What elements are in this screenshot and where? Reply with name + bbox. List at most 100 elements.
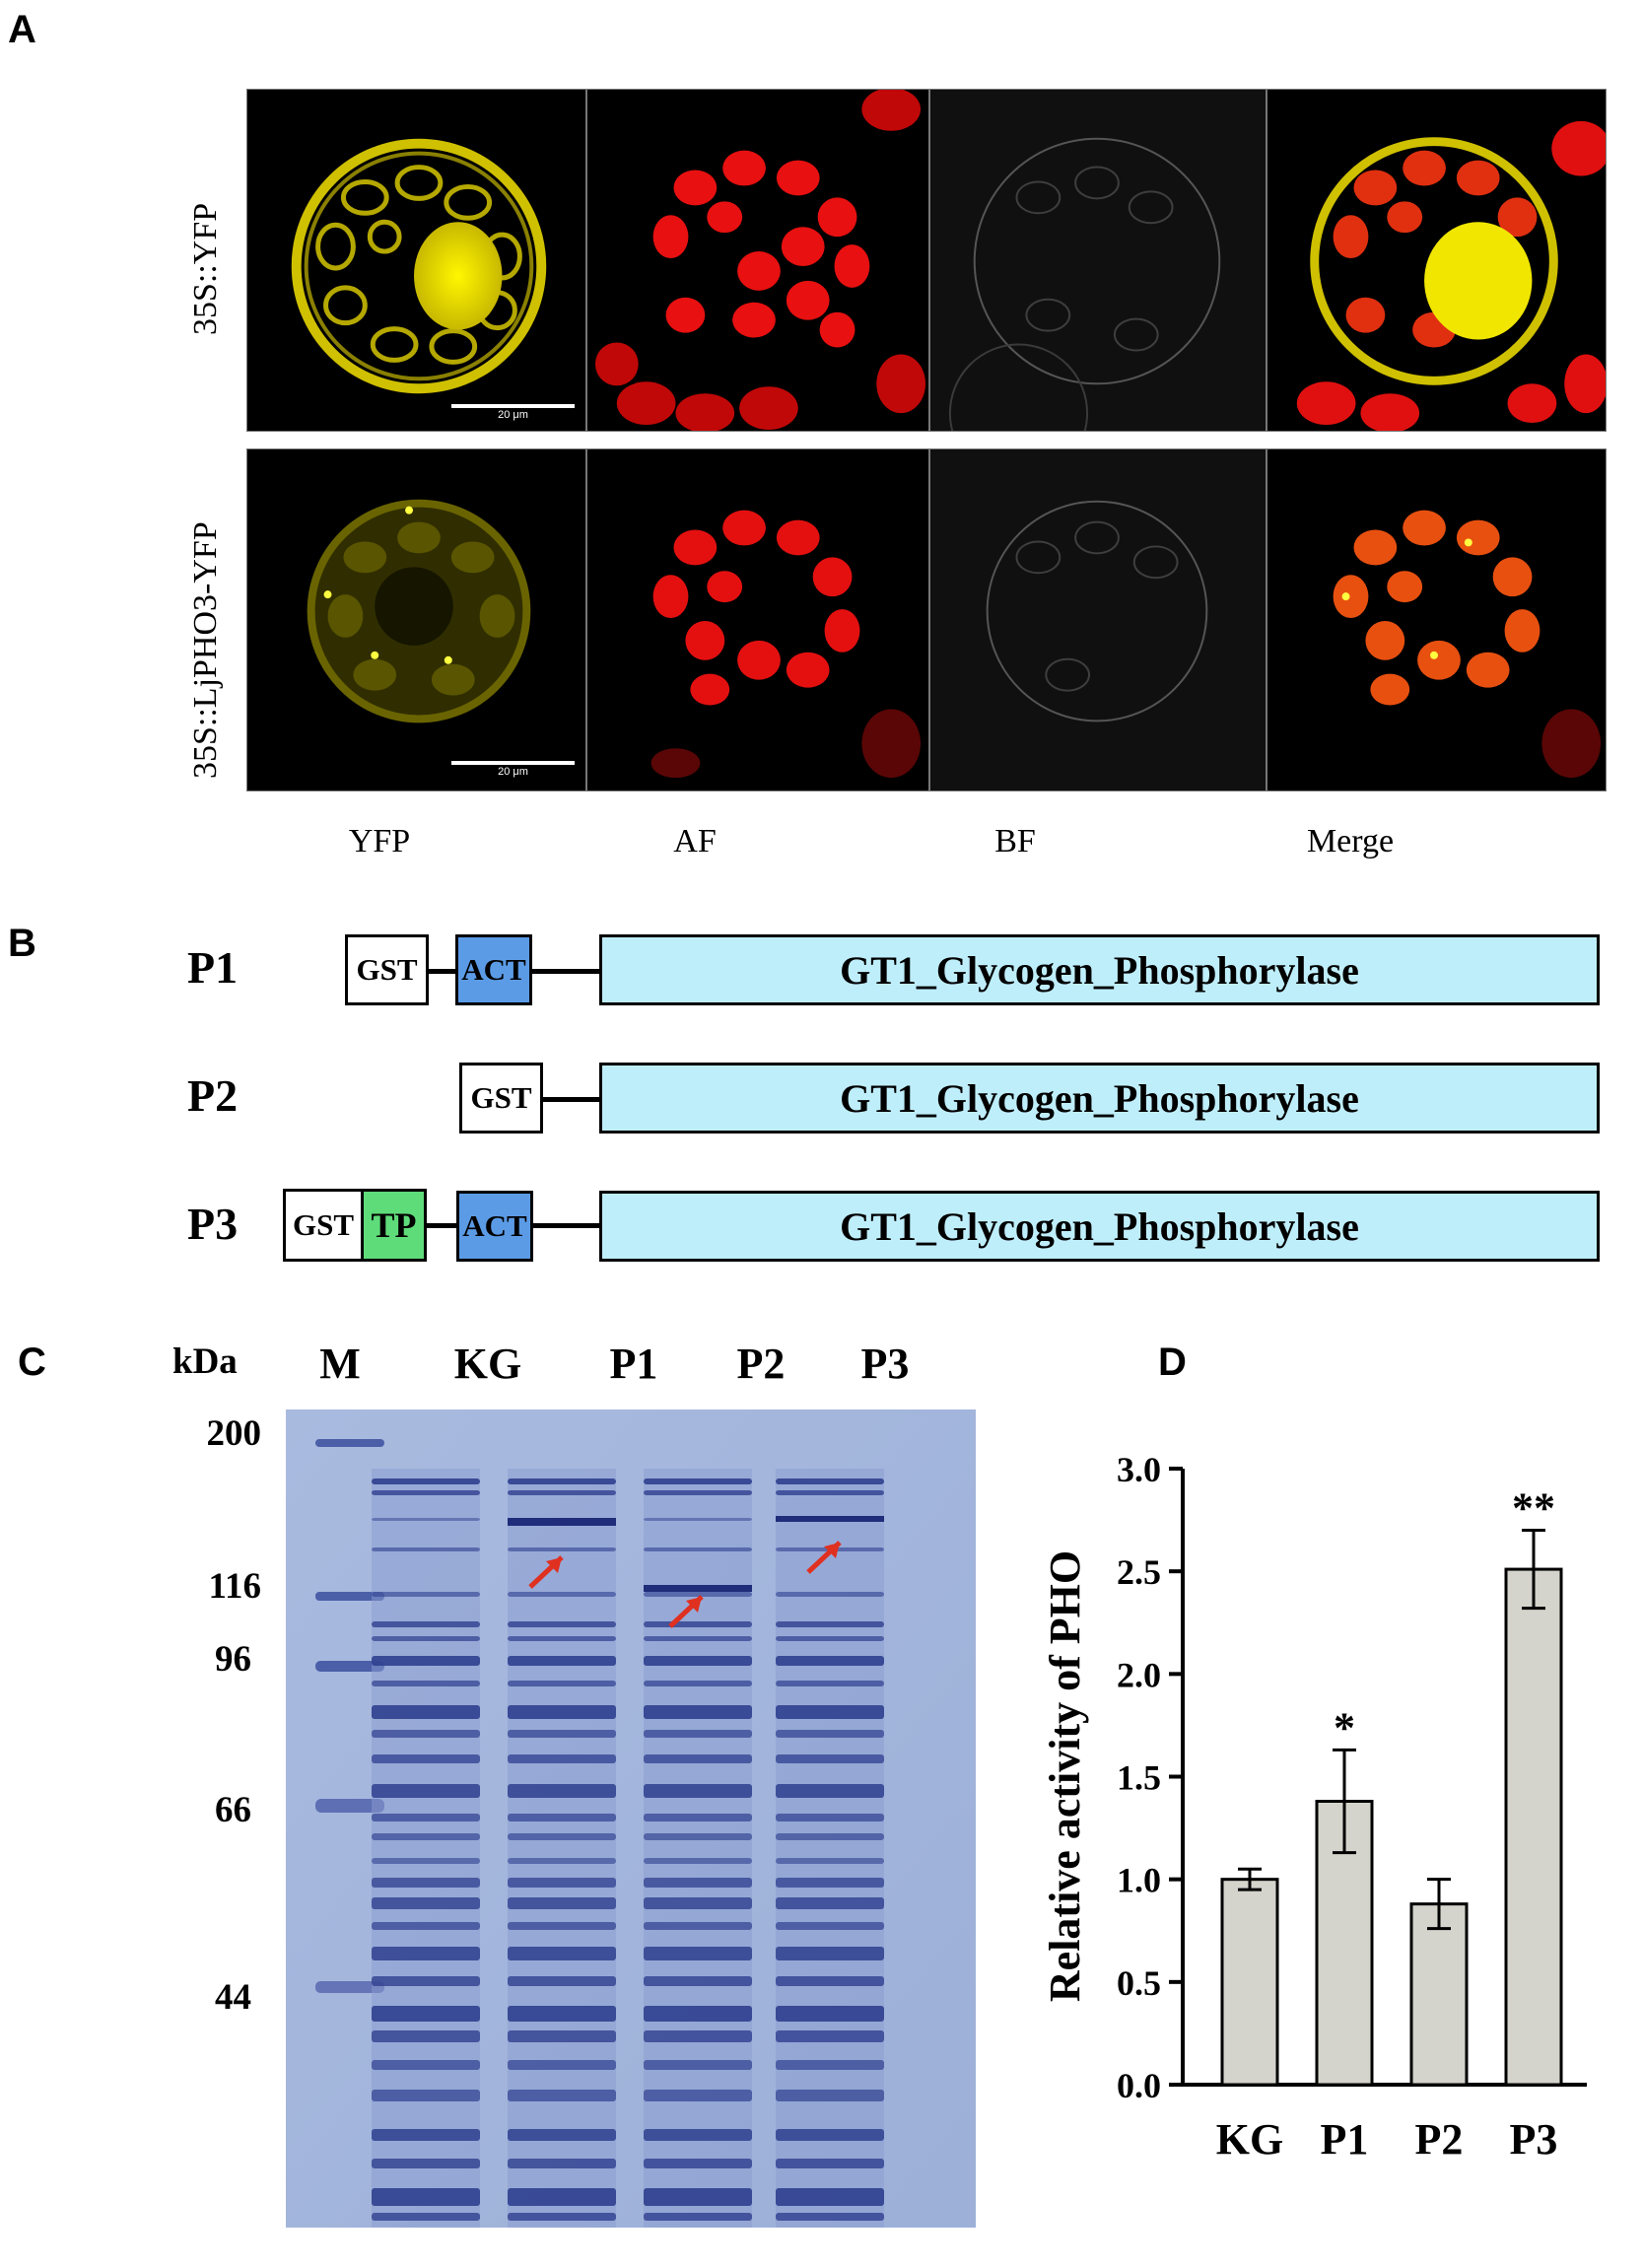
- gel-band: [372, 1681, 480, 1686]
- gel-band: [644, 1922, 752, 1930]
- gel-band: [508, 1784, 616, 1798]
- gel-band: [508, 1656, 616, 1666]
- gel-band: [372, 2213, 480, 2221]
- gel-band: [508, 2188, 616, 2206]
- gel-arrow-p3: [806, 1541, 842, 1574]
- row-label-35s-ljpho3-yfp: 35S::LjPHO3-YFP: [187, 521, 224, 779]
- gel-band: [644, 1947, 752, 1960]
- scale-bar-row2: [451, 761, 575, 765]
- gel-target-band: [776, 1516, 884, 1522]
- gel-band: [508, 1947, 616, 1960]
- gel-band: [372, 1490, 480, 1495]
- bar-kg: [1220, 1878, 1279, 2087]
- bar-p2: [1409, 1902, 1469, 2087]
- gel-band: [372, 2090, 480, 2101]
- construct-p1-linker-1: [429, 969, 455, 974]
- construct-p3-linker-1: [427, 1223, 456, 1228]
- y-tick-label: 3.0: [1117, 1450, 1161, 1489]
- gel-band: [372, 1858, 480, 1864]
- gel-target-band: [508, 1518, 616, 1526]
- gel-band: [776, 2006, 884, 2022]
- gel-band: [644, 1478, 752, 1484]
- gel-band: [372, 2030, 480, 2042]
- col-label-bf: BF: [994, 823, 1036, 859]
- gel-marker-96: 96: [215, 1639, 251, 1680]
- gel-lane-3: [776, 1469, 884, 2228]
- gel-band: [372, 1478, 480, 1484]
- gel-band: [372, 1592, 480, 1597]
- gel-band: [776, 1947, 884, 1960]
- gel-band: [776, 1621, 884, 1627]
- gel-band: [644, 2188, 752, 2206]
- gel-band: [644, 1681, 752, 1686]
- gel-lane-label-p3: P3: [860, 1340, 910, 1388]
- gel-band: [644, 1784, 752, 1798]
- gel-band: [508, 2129, 616, 2141]
- gel-lane-0: [372, 1469, 480, 2228]
- gel-band: [372, 1878, 480, 1888]
- construct-label-p1: P1: [187, 942, 239, 993]
- x-tick-label-kg: KG: [1216, 2115, 1283, 2164]
- significance-p3: **: [1512, 1484, 1555, 1533]
- gel-band: [776, 1814, 884, 1821]
- gel-band: [372, 1705, 480, 1719]
- y-axis-label: Relative activity of PHO: [1041, 1550, 1089, 2002]
- gel-band: [644, 2090, 752, 2101]
- gel-band: [644, 1592, 752, 1597]
- gel-band: [776, 1681, 884, 1686]
- gel-band: [508, 2030, 616, 2042]
- gel-target-band: [644, 1585, 752, 1592]
- y-tick-label: 0.0: [1117, 2066, 1161, 2105]
- panel-letter-c: C: [18, 1340, 46, 1384]
- gel-band: [508, 2213, 616, 2221]
- gel-band: [776, 2129, 884, 2141]
- gel-lane-label-kg: KG: [453, 1340, 522, 1388]
- construct-p3-gst: GST: [283, 1189, 364, 1262]
- gel-band: [776, 1833, 884, 1840]
- gel-lane-label-m: M: [319, 1340, 361, 1388]
- gel-marker-116: 116: [208, 1566, 261, 1607]
- gel-band: [508, 1705, 616, 1719]
- x-tick-label-p3: P3: [1510, 2115, 1558, 2164]
- x-tick-label-p2: P2: [1415, 2115, 1464, 2164]
- construct-p1-linker-2: [532, 969, 599, 974]
- gel-band: [644, 1705, 752, 1719]
- gel-band: [372, 1897, 480, 1909]
- gel-image: [286, 1409, 976, 2228]
- panel-letter-a: A: [8, 8, 36, 51]
- gel-band: [776, 2090, 884, 2101]
- gel-marker-200: 200: [206, 1413, 262, 1454]
- gel-lane-2: [644, 1469, 752, 2228]
- gel-band: [644, 1730, 752, 1738]
- micro-bf-row2: [929, 448, 1266, 791]
- gel-band: [644, 1833, 752, 1840]
- gel-band: [644, 1897, 752, 1909]
- construct-p3-act: ACT: [456, 1191, 533, 1262]
- gel-band: [508, 1592, 616, 1597]
- gel-band: [644, 2213, 752, 2221]
- micro-merge-row2: [1266, 448, 1607, 791]
- gel-band: [508, 1878, 616, 1888]
- gel-band: [372, 1730, 480, 1738]
- gel-band: [372, 2129, 480, 2141]
- gel-band: [372, 2060, 480, 2070]
- gel-band: [776, 1897, 884, 1909]
- construct-p1-act: ACT: [455, 934, 532, 1005]
- col-label-af: AF: [673, 823, 717, 859]
- gel-band: [644, 1490, 752, 1495]
- gel-band: [508, 2090, 616, 2101]
- gel-band: [372, 1976, 480, 1986]
- gel-band: [508, 1833, 616, 1840]
- gel-band: [776, 1592, 884, 1597]
- gel-band: [644, 2159, 752, 2168]
- gel-band: [644, 1858, 752, 1864]
- gel-band: [508, 1754, 616, 1763]
- x-tick-label-p1: P1: [1321, 2115, 1369, 2164]
- gel-band: [776, 1754, 884, 1763]
- gel-band: [644, 2060, 752, 2070]
- gel-band: [372, 1754, 480, 1763]
- construct-p3-tp: TP: [361, 1189, 427, 1262]
- gel-band: [644, 1656, 752, 1666]
- y-tick-label: 1.0: [1117, 1861, 1161, 1900]
- gel-band: [372, 1947, 480, 1960]
